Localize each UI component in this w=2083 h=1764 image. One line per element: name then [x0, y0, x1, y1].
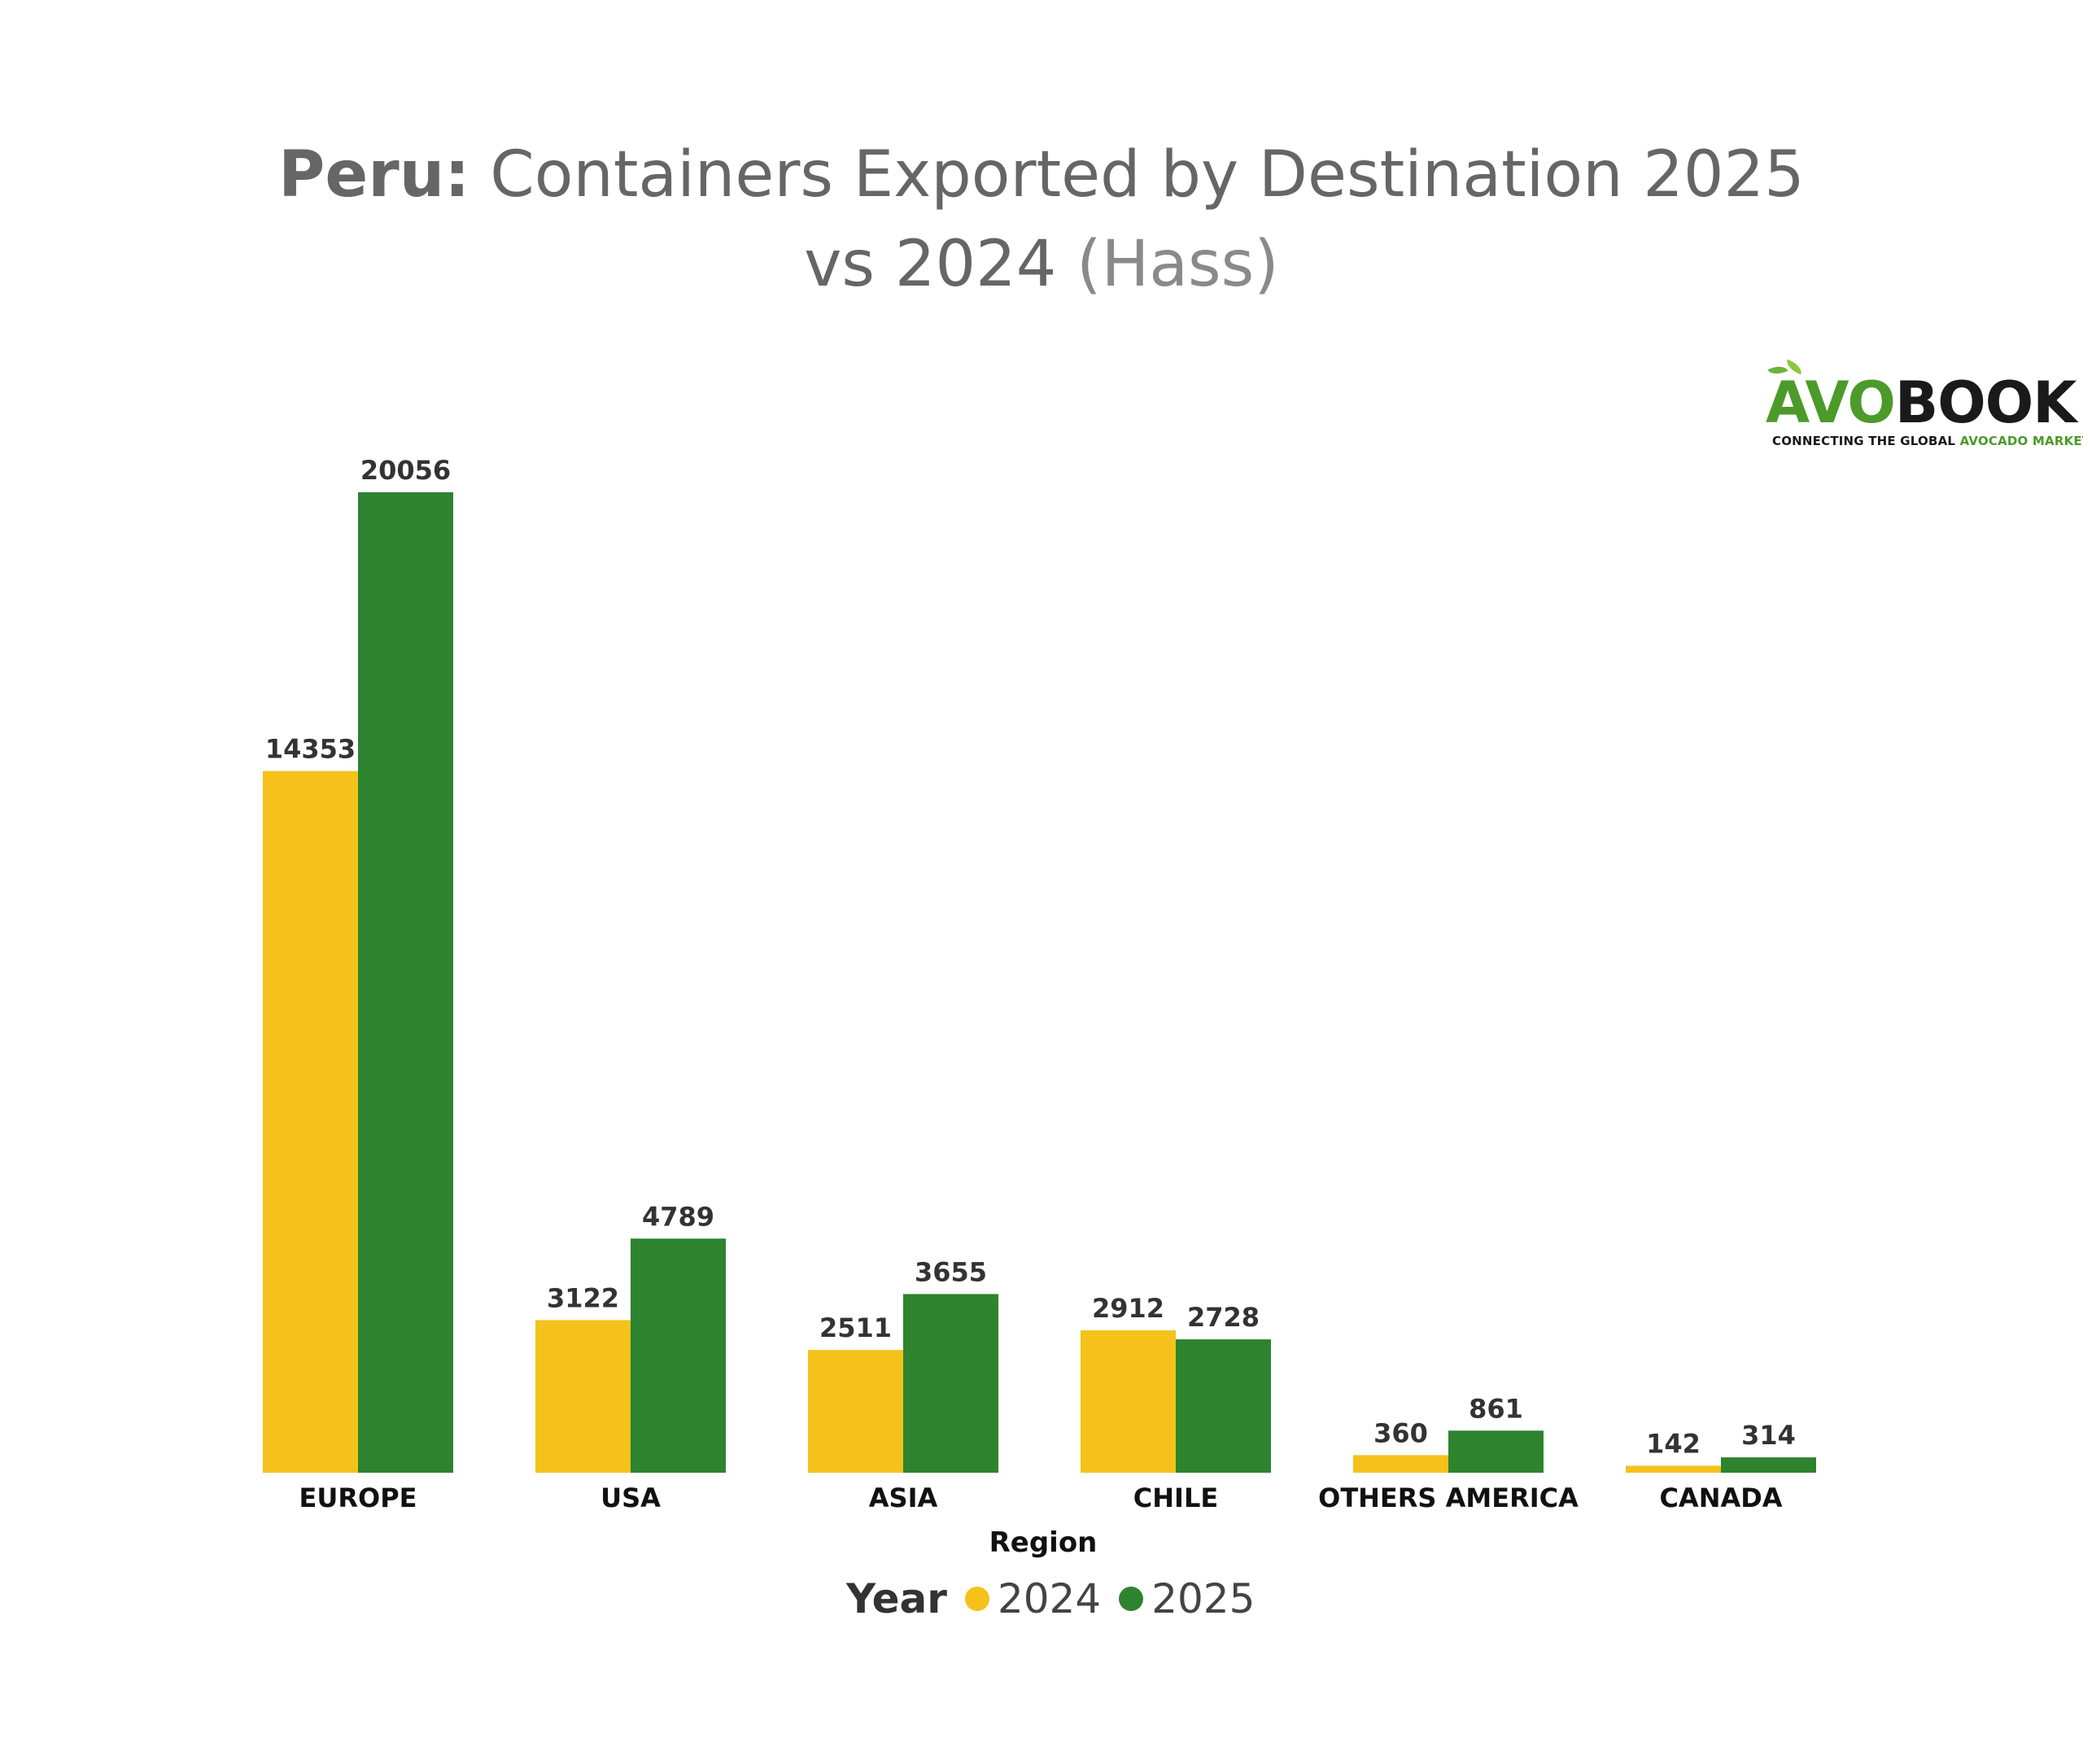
data-label-chile-2025: 2728 [1187, 1302, 1260, 1333]
data-label-usa-2025: 4789 [642, 1201, 714, 1232]
legend: Year 2024 2025 [846, 1566, 1273, 1631]
x-tick-label-canada: CANADA [1659, 1482, 1782, 1513]
legend-dot-2025 [1119, 1587, 1144, 1611]
data-label-asia-2025: 3655 [915, 1256, 987, 1287]
logo-avo: AVO [1766, 369, 1896, 436]
x-tick-label-europe: EUROPE [299, 1482, 417, 1513]
data-label-usa-2024: 3122 [547, 1282, 619, 1313]
x-tick-label-chile: CHILE [1133, 1482, 1218, 1513]
chart-title-muted: (Hass) [1056, 228, 1279, 301]
chart-title-main: Containers Exported by Destination 2025 … [469, 138, 1805, 301]
bar-chile-2025 [1176, 1339, 1271, 1473]
logo-wordmark: AVOBOOK [1766, 370, 2076, 435]
legend-item-2024: 2024 [964, 1575, 1102, 1622]
chart-title-bold: Peru: [278, 138, 470, 212]
data-label-europe-2025: 20056 [360, 455, 451, 486]
bar-usa-2024 [535, 1320, 631, 1473]
bar-others-america-2025 [1448, 1430, 1544, 1473]
bar-europe-2025 [358, 492, 453, 1473]
legend-item-2025: 2025 [1119, 1575, 1255, 1622]
data-label-canada-2024: 142 [1646, 1428, 1701, 1459]
bar-canada-2025 [1721, 1457, 1816, 1473]
bar-europe-2024 [263, 771, 358, 1473]
bar-chile-2024 [1081, 1330, 1176, 1473]
bar-usa-2025 [631, 1238, 726, 1473]
data-label-canada-2025: 314 [1741, 1420, 1796, 1451]
bar-asia-2024 [808, 1350, 903, 1473]
x-tick-label-usa: USA [600, 1482, 661, 1513]
logo-tagline: CONNECTING THE GLOBAL AVOCADO MARKET [1772, 434, 2083, 448]
data-label-others-america-2024: 360 [1373, 1417, 1428, 1448]
x-axis-label: Region [989, 1526, 1098, 1559]
legend-dot-2024 [964, 1587, 989, 1611]
legend-title: Year [846, 1575, 947, 1622]
data-label-asia-2024: 2511 [819, 1312, 892, 1343]
bars-group [263, 492, 1816, 1473]
x-tick-label-asia: ASIA [869, 1482, 938, 1513]
chart-title: Peru: Containers Exported by Destination… [269, 130, 1814, 309]
logo-tagline-dark: CONNECTING THE GLOBAL [1772, 434, 1960, 448]
data-label-chile-2024: 2912 [1092, 1293, 1164, 1324]
value-labels-group: 14353 20056 3122 4789 2511 3655 2912 2728 360 861… [265, 455, 1796, 1459]
legend-label-2024: 2024 [997, 1575, 1102, 1622]
data-label-others-america-2025: 861 [1469, 1393, 1523, 1424]
legend-label-2025: 2025 [1151, 1575, 1255, 1622]
data-label-europe-2024: 14353 [265, 734, 356, 765]
logo-tagline-green: AVOCADO MARKET [1959, 434, 2083, 448]
category-labels-group: EUROPE USA ASIA CHILE OTHERS AMERICA CANADA [299, 1482, 1783, 1513]
logo-book: BOOK [1894, 369, 2077, 436]
bar-canada-2024 [1626, 1465, 1721, 1473]
bar-others-america-2024 [1353, 1455, 1448, 1473]
bar-asia-2025 [903, 1294, 998, 1473]
avobook-logo: AVOBOOK CONNECTING THE GLOBAL AVOCADO MA… [1758, 359, 2083, 460]
x-tick-label-others-america: OTHERS AMERICA [1318, 1482, 1579, 1513]
